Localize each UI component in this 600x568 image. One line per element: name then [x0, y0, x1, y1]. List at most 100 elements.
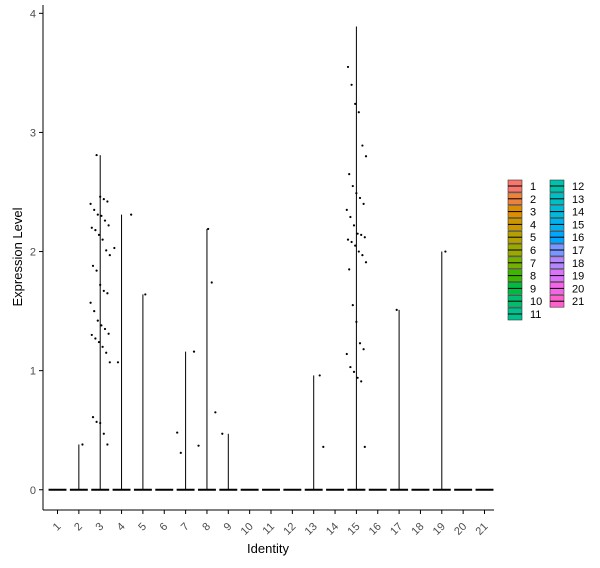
data-point [363, 236, 366, 239]
violin-group [197, 227, 217, 491]
data-point [354, 102, 357, 105]
y-tick-label: 4 [30, 8, 36, 20]
x-tick-label: 19 [431, 521, 448, 538]
legend-item: 12 [549, 179, 584, 193]
legend-item: 1 [507, 179, 536, 193]
violin-group [89, 153, 111, 491]
x-tick-label: 4 [115, 521, 128, 534]
data-point [90, 333, 93, 337]
x-axis-ticks: 1 2 3 4 5 6 7 8 9 10 11 12 13 14 15 16 17 18 19 20 21 [51, 510, 491, 538]
data-point [105, 249, 108, 252]
data-point [102, 289, 105, 292]
data-point [89, 301, 92, 304]
violin-group [304, 374, 325, 491]
legend-item: 10 [507, 294, 542, 308]
legend-label: 9 [530, 283, 536, 295]
legend-item: 17 [549, 243, 584, 257]
legend-label: 14 [572, 207, 584, 219]
x-tick-label: 2 [72, 521, 85, 534]
legend-item: 20 [549, 282, 584, 295]
data-point [179, 451, 182, 454]
y-tick-label: 2 [30, 247, 36, 259]
data-point [322, 445, 325, 448]
data-point [103, 219, 107, 222]
data-point [356, 376, 359, 379]
data-point [130, 213, 133, 216]
data-point [116, 361, 120, 364]
x-tick-label: 7 [179, 521, 192, 534]
data-point [357, 111, 360, 114]
data-point [210, 281, 213, 284]
data-point [95, 420, 98, 423]
x-tick-label: 9 [222, 521, 235, 534]
data-point [214, 411, 217, 414]
data-point [106, 443, 109, 446]
data-point [94, 337, 97, 340]
y-tick-label: 0 [30, 485, 36, 497]
legend-item: 5 [507, 230, 536, 244]
data-point [100, 214, 103, 217]
data-point [348, 268, 351, 271]
legend-label: 11 [530, 309, 541, 321]
violin-group [432, 250, 451, 491]
data-point [108, 361, 111, 364]
legend-label: 4 [530, 219, 536, 231]
legend-item: 14 [549, 205, 584, 219]
legend-item: 6 [507, 243, 536, 257]
data-point [91, 264, 95, 267]
violin-group [69, 443, 88, 491]
legend-item: 3 [507, 205, 536, 219]
data-point [358, 196, 362, 200]
data-point [102, 198, 105, 201]
violin-group [133, 293, 152, 491]
x-tick-label: 6 [158, 521, 171, 534]
legend-label: 2 [530, 194, 536, 206]
legend-item: 19 [549, 269, 584, 283]
data-point [351, 304, 354, 307]
data-point [101, 238, 104, 241]
x-tick-label: 11 [261, 521, 278, 538]
y-tick-label: 3 [30, 127, 36, 139]
x-tick-label: 13 [303, 521, 320, 538]
legend-item: 18 [549, 256, 584, 270]
data-point [356, 232, 359, 235]
data-point [346, 65, 350, 69]
data-point [345, 352, 348, 356]
x-tick-label: 12 [281, 521, 298, 538]
data-point [99, 195, 102, 198]
legend-item: 7 [507, 256, 536, 270]
data-point [352, 224, 356, 227]
x-tick-label: 8 [200, 521, 213, 534]
data-point [364, 261, 368, 264]
data-point [100, 324, 103, 327]
legend-label: 20 [572, 283, 584, 295]
violin-group [219, 432, 238, 491]
legend-item: 21 [549, 294, 584, 308]
data-point [351, 184, 354, 188]
x-tick-label: 14 [324, 521, 341, 538]
data-point [102, 432, 105, 435]
violin-group [390, 308, 409, 491]
x-tick-label: 20 [452, 521, 469, 538]
x-tick-label: 10 [239, 521, 256, 538]
legend-item: 15 [549, 218, 584, 231]
legend-label: 7 [530, 258, 536, 270]
data-point [97, 233, 101, 236]
data-point [93, 208, 96, 211]
data-point [108, 254, 111, 257]
data-point [103, 327, 107, 331]
data-point [93, 309, 96, 313]
data-point [192, 350, 196, 353]
legend-label: 18 [572, 258, 584, 270]
x-axis-title: Identity [247, 541, 289, 556]
x-tick-label: 17 [388, 521, 405, 538]
data-point [360, 380, 363, 383]
data-point [113, 246, 116, 250]
data-point [346, 238, 350, 241]
data-point [395, 308, 398, 312]
data-point [207, 227, 210, 231]
data-point [99, 283, 102, 286]
data-point [221, 432, 224, 435]
data-point [357, 250, 360, 253]
